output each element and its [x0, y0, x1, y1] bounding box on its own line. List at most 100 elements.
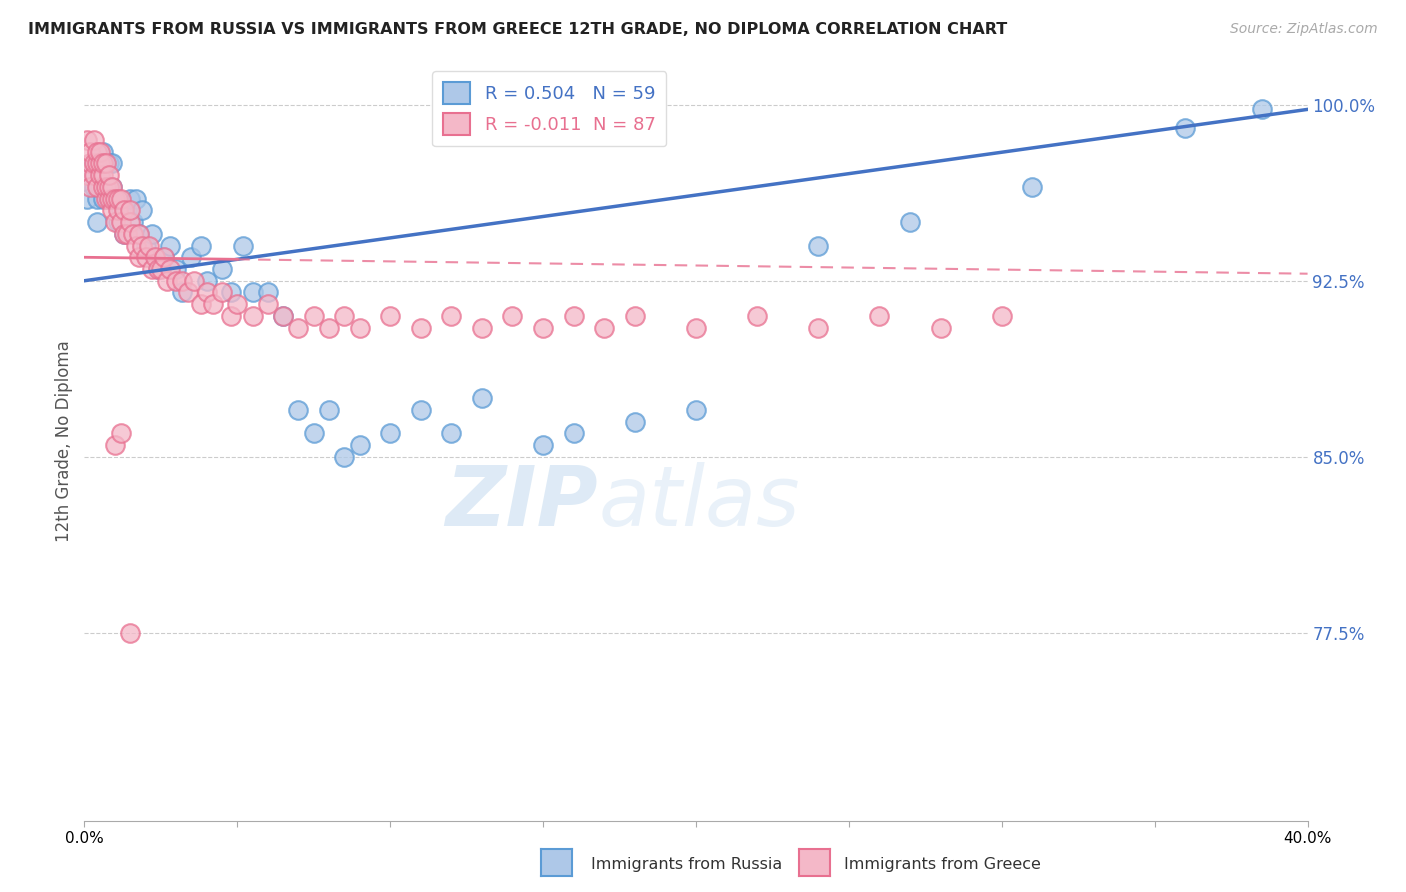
Point	[112, 227, 135, 241]
Point	[349, 438, 371, 452]
Point	[120, 192, 142, 206]
Point	[104, 215, 127, 229]
Point	[110, 215, 132, 229]
Legend: R = 0.504   N = 59, R = -0.011  N = 87: R = 0.504 N = 59, R = -0.011 N = 87	[432, 71, 666, 146]
Point	[159, 262, 181, 277]
Point	[271, 309, 294, 323]
Point	[219, 309, 242, 323]
Point	[242, 285, 264, 300]
Point	[79, 179, 101, 194]
Point	[110, 192, 132, 206]
Point	[257, 297, 280, 311]
Point	[86, 156, 108, 170]
Point	[89, 179, 111, 194]
Point	[156, 274, 179, 288]
Point	[101, 179, 124, 194]
Point	[122, 215, 145, 229]
Point	[122, 227, 145, 241]
Point	[232, 238, 254, 252]
Point	[94, 179, 117, 194]
Point	[502, 309, 524, 323]
Point	[172, 285, 194, 300]
Point	[869, 309, 891, 323]
Point	[195, 285, 218, 300]
Point	[146, 262, 169, 277]
Point	[149, 262, 172, 277]
Point	[91, 145, 114, 159]
Point	[131, 238, 153, 252]
Point	[807, 320, 830, 334]
Point	[97, 192, 120, 206]
Point	[807, 238, 830, 252]
Point	[101, 192, 124, 206]
Point	[112, 203, 135, 218]
Point	[110, 203, 132, 218]
Point	[685, 320, 707, 334]
Point	[287, 320, 309, 334]
Point	[101, 179, 124, 194]
Point	[83, 168, 105, 182]
Point	[120, 203, 142, 218]
Point	[180, 250, 202, 264]
Point	[94, 156, 117, 170]
Point	[94, 179, 117, 194]
Point	[141, 227, 163, 241]
Point	[104, 192, 127, 206]
Point	[531, 320, 554, 334]
Point	[83, 156, 105, 170]
Point	[531, 438, 554, 452]
Point	[89, 156, 111, 170]
Point	[271, 309, 294, 323]
Point	[685, 402, 707, 417]
Point	[624, 415, 647, 429]
Point	[211, 285, 233, 300]
Point	[120, 625, 142, 640]
Text: IMMIGRANTS FROM RUSSIA VS IMMIGRANTS FROM GREECE 12TH GRADE, NO DIPLOMA CORRELAT: IMMIGRANTS FROM RUSSIA VS IMMIGRANTS FRO…	[28, 22, 1007, 37]
Point	[91, 179, 114, 194]
Point	[624, 309, 647, 323]
Point	[929, 320, 952, 334]
Point	[89, 168, 111, 182]
Point	[101, 203, 124, 218]
Text: Immigrants from Greece: Immigrants from Greece	[844, 857, 1040, 872]
Point	[86, 179, 108, 194]
Point	[107, 215, 129, 229]
Point	[1021, 179, 1043, 194]
Point	[159, 238, 181, 252]
Point	[190, 238, 212, 252]
Point	[177, 285, 200, 300]
Point	[153, 250, 176, 264]
Point	[97, 192, 120, 206]
Point	[471, 320, 494, 334]
Point	[125, 192, 148, 206]
Point	[79, 156, 101, 170]
Point	[104, 192, 127, 206]
Point	[76, 133, 98, 147]
Point	[219, 285, 242, 300]
Point	[115, 227, 138, 241]
Point	[991, 309, 1014, 323]
Point	[318, 402, 340, 417]
Point	[83, 156, 105, 170]
Point	[141, 262, 163, 277]
Point	[201, 297, 224, 311]
Point	[562, 426, 585, 441]
Point	[183, 274, 205, 288]
Point	[440, 309, 463, 323]
Point	[125, 238, 148, 252]
Point	[79, 168, 101, 182]
Point	[226, 297, 249, 311]
Point	[153, 250, 176, 264]
Text: ZIP: ZIP	[446, 462, 598, 542]
Point	[593, 320, 616, 334]
Point	[83, 133, 105, 147]
Point	[128, 227, 150, 241]
Point	[165, 274, 187, 288]
Point	[110, 426, 132, 441]
Point	[138, 238, 160, 252]
Point	[115, 203, 138, 218]
Point	[91, 156, 114, 170]
Point	[83, 179, 105, 194]
Point	[89, 168, 111, 182]
Point	[91, 192, 114, 206]
